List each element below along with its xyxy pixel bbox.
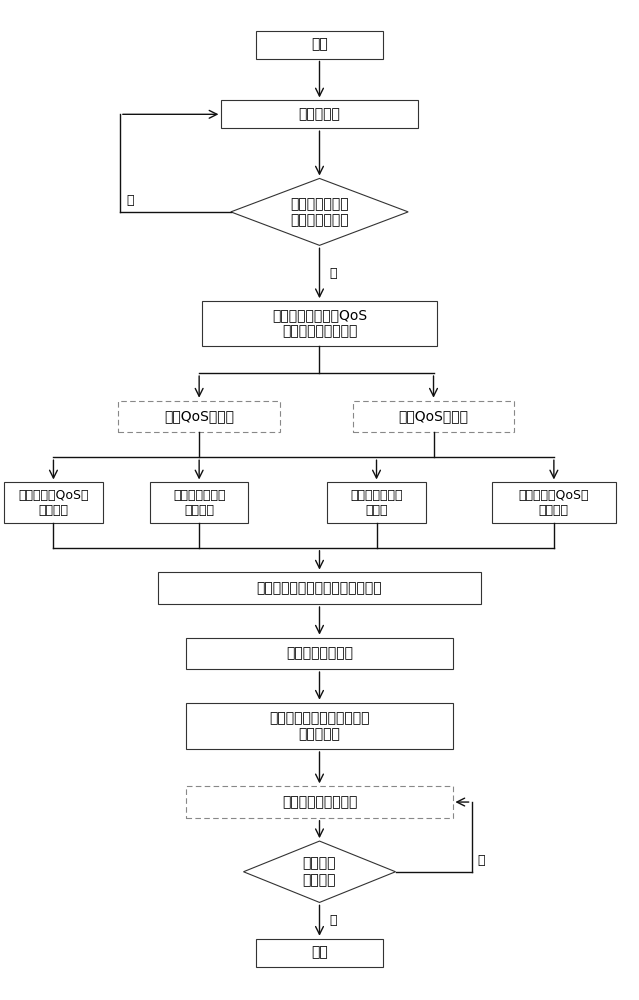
Polygon shape — [243, 841, 396, 902]
FancyBboxPatch shape — [256, 31, 383, 59]
Text: 搜集网络所有业务QoS
并对该集合进行分类: 搜集网络所有业务QoS 并对该集合进行分类 — [272, 308, 367, 339]
Text: 最大化可变业务的纳什讨价还价解: 最大化可变业务的纳什讨价还价解 — [257, 581, 382, 595]
Text: 以固定业务QoS为
约束条件: 以固定业务QoS为 约束条件 — [18, 489, 89, 517]
Text: 开始: 开始 — [311, 38, 328, 52]
Text: 将原始优化问题等价转换成
最优化问题: 将原始优化问题等价转换成 最优化问题 — [269, 711, 370, 741]
Text: 否: 否 — [127, 194, 134, 207]
Text: 最优化问题迭代求解: 最优化问题迭代求解 — [282, 795, 357, 809]
FancyBboxPatch shape — [492, 482, 615, 523]
FancyBboxPatch shape — [118, 401, 280, 432]
FancyBboxPatch shape — [187, 638, 452, 669]
Text: 列出原始优化问题: 列出原始优化问题 — [286, 646, 353, 660]
FancyBboxPatch shape — [203, 301, 436, 346]
FancyBboxPatch shape — [256, 939, 383, 967]
Polygon shape — [231, 178, 408, 245]
Text: 是: 是 — [329, 267, 337, 280]
FancyBboxPatch shape — [353, 401, 514, 432]
FancyBboxPatch shape — [187, 703, 452, 749]
Text: 检测用户集和信
道状态是否改变: 检测用户集和信 道状态是否改变 — [290, 197, 349, 227]
FancyBboxPatch shape — [221, 100, 418, 128]
FancyBboxPatch shape — [327, 482, 426, 523]
Text: 是否满足
收敛条件: 是否满足 收敛条件 — [303, 857, 336, 887]
Text: 以跨层干扰为约
束条件: 以跨层干扰为约 束条件 — [350, 489, 403, 517]
FancyBboxPatch shape — [158, 572, 481, 604]
Text: 初始化参数: 初始化参数 — [298, 107, 341, 121]
Text: 结束: 结束 — [311, 946, 328, 960]
Text: 否: 否 — [478, 854, 486, 867]
Text: 以基站总功率为
约束条件: 以基站总功率为 约束条件 — [173, 489, 226, 517]
FancyBboxPatch shape — [187, 786, 452, 818]
Text: 固定QoS业务集: 固定QoS业务集 — [164, 409, 234, 423]
Text: 可变QoS业务集: 可变QoS业务集 — [399, 409, 468, 423]
FancyBboxPatch shape — [150, 482, 248, 523]
Text: 以可变业务QoS为
约束条件: 以可变业务QoS为 约束条件 — [519, 489, 589, 517]
FancyBboxPatch shape — [4, 482, 102, 523]
Text: 是: 是 — [329, 914, 337, 927]
